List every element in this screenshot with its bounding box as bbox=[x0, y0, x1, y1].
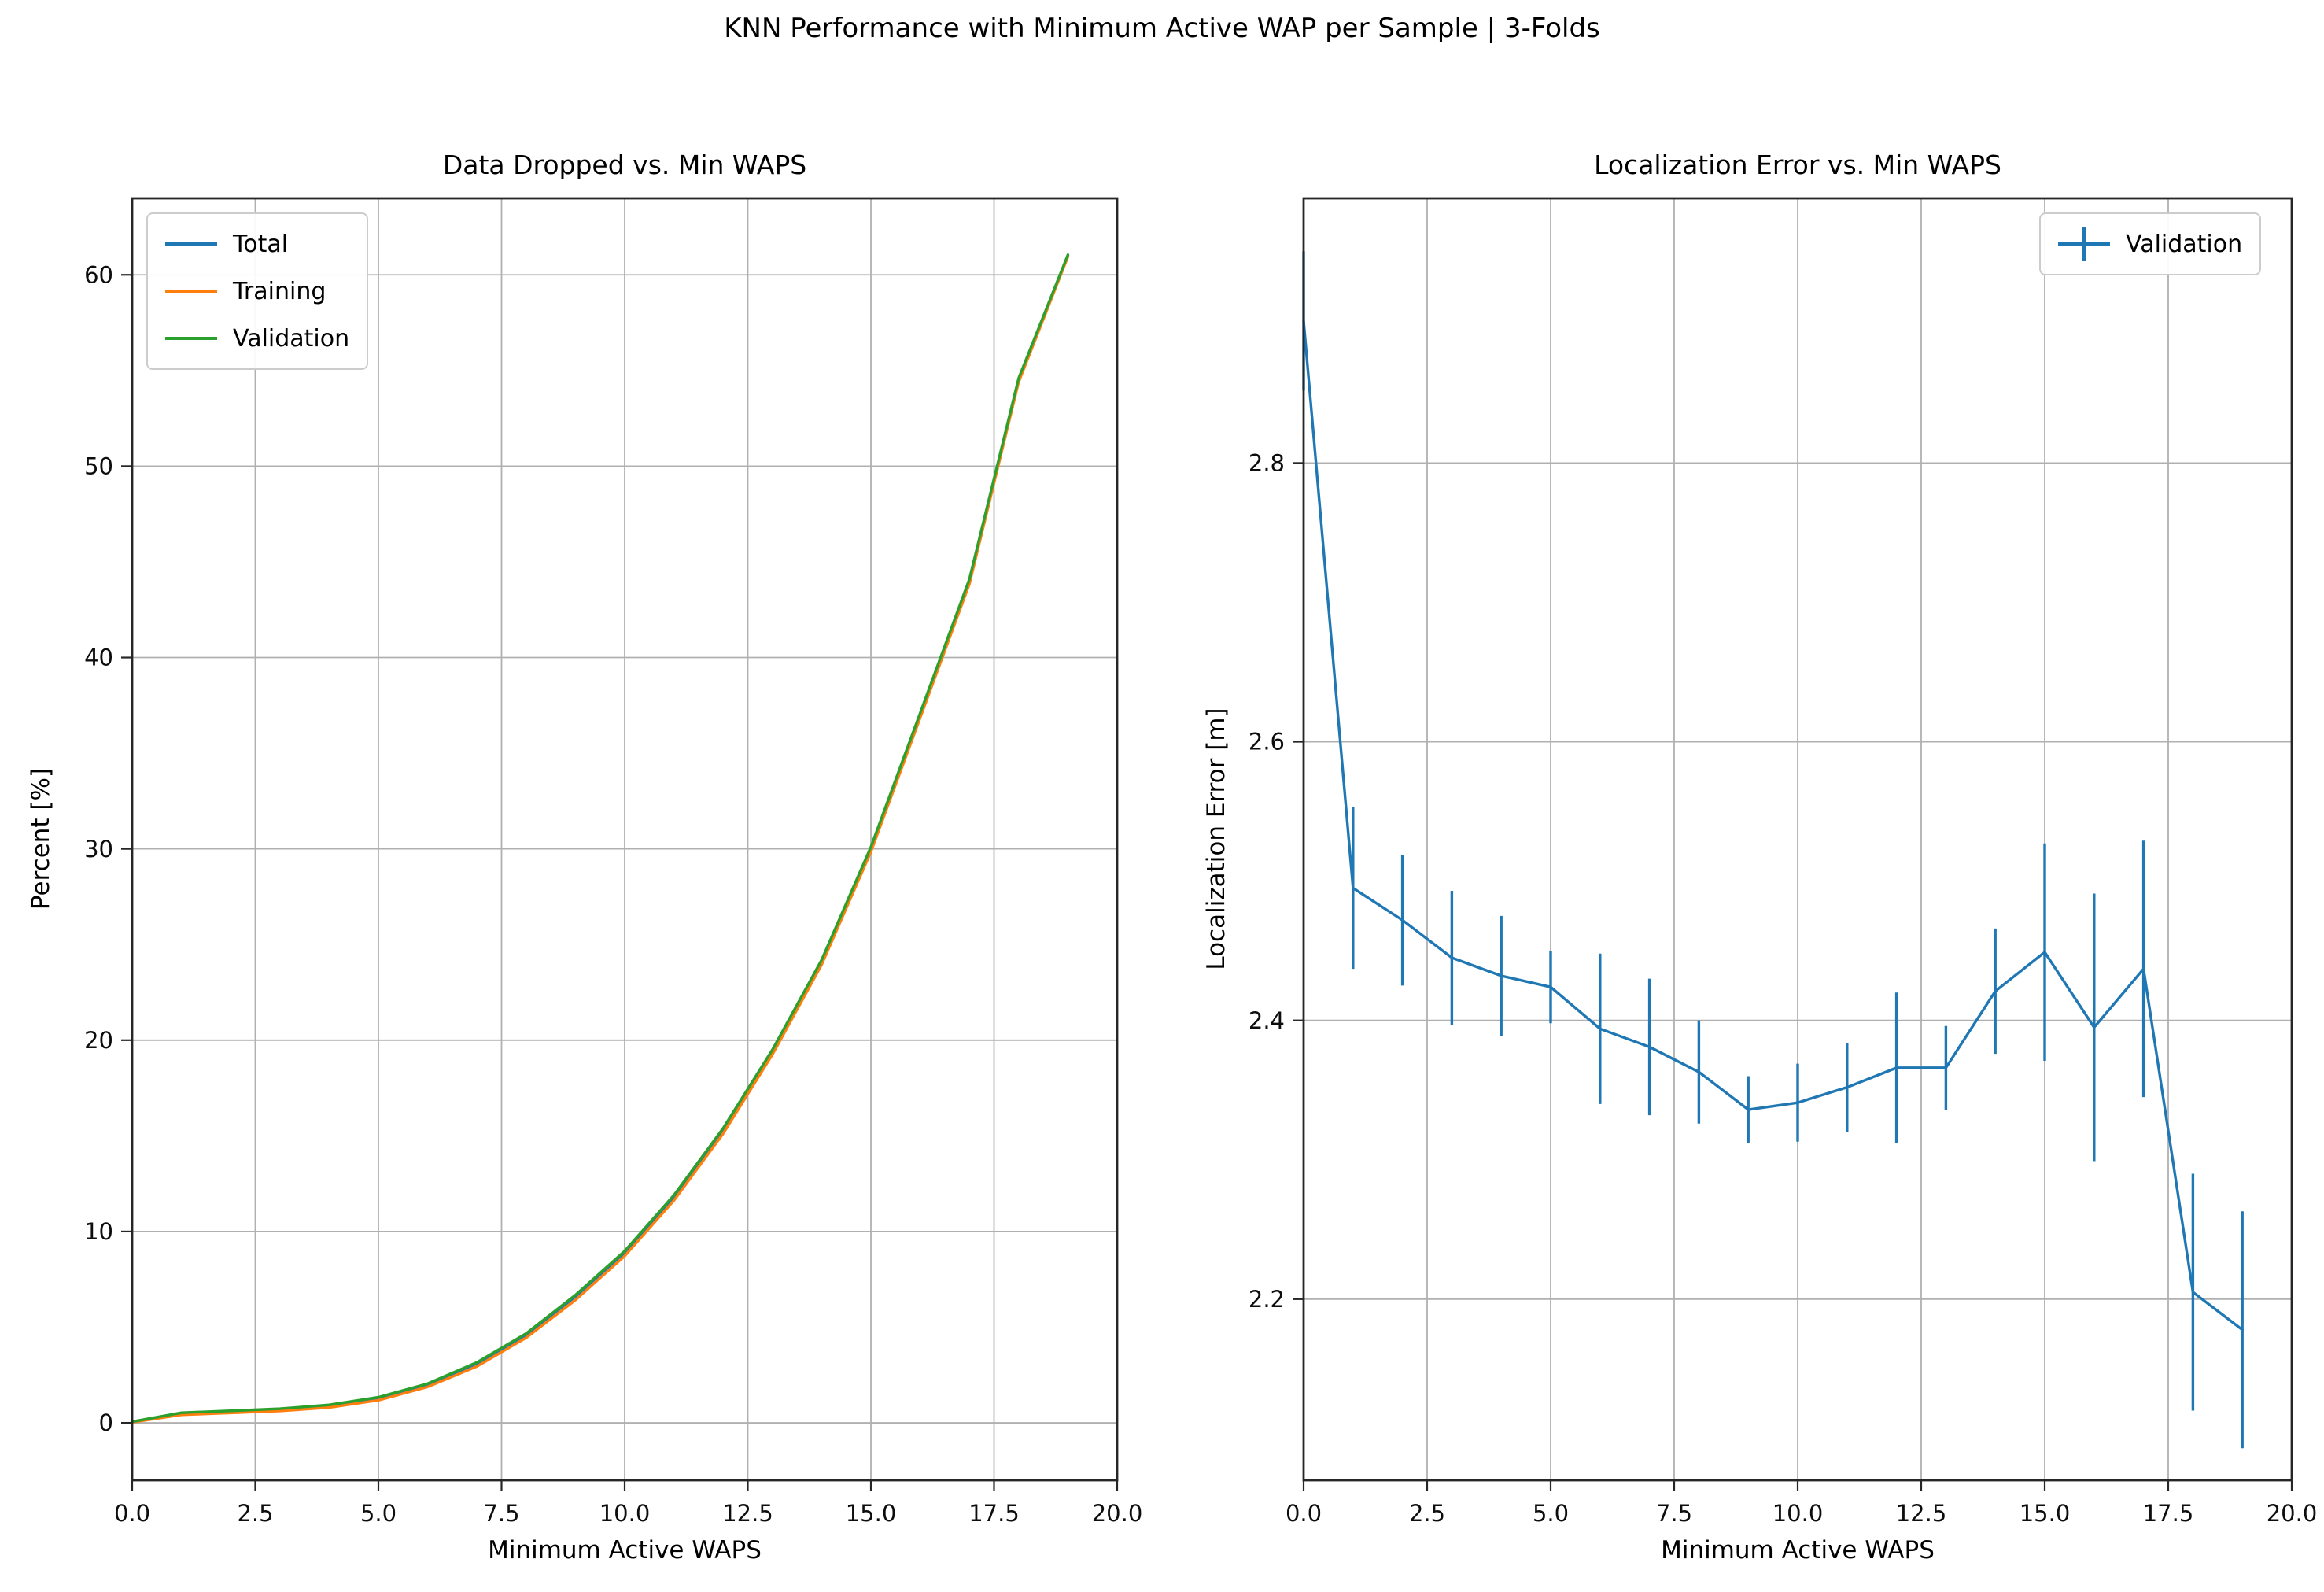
plot-spines bbox=[131, 197, 1119, 1482]
total-line bbox=[131, 254, 1070, 1424]
x-tick-label: 0.0 bbox=[1286, 1500, 1322, 1527]
training-line bbox=[131, 255, 1070, 1424]
y-tick-label: 2.6 bbox=[1249, 729, 1285, 755]
legend-entry-validation: Validation bbox=[165, 321, 349, 356]
legend-label-training: Training bbox=[233, 277, 326, 305]
y-tick-label: 20 bbox=[84, 1027, 113, 1054]
errorbar-swatch-vline bbox=[2082, 227, 2086, 261]
y-tick-label: 10 bbox=[84, 1218, 113, 1245]
validation-line bbox=[131, 253, 1070, 1424]
y-tick-label: 40 bbox=[84, 645, 113, 671]
legend-entry-total: Total bbox=[165, 227, 349, 261]
y-tick-label: 30 bbox=[84, 836, 113, 862]
validation-line bbox=[1302, 320, 2244, 1332]
x-tick-label: 10.0 bbox=[1773, 1500, 1824, 1527]
figure-suptitle: KNN Performance with Minimum Active WAP … bbox=[724, 13, 1600, 44]
y-tick-label: 2.2 bbox=[1249, 1286, 1285, 1313]
x-tick-label: 12.5 bbox=[722, 1500, 773, 1527]
y-tick-label: 2.8 bbox=[1249, 450, 1285, 477]
legend-label-validation-error: Validation bbox=[2126, 230, 2243, 258]
x-tick-label: 7.5 bbox=[483, 1500, 519, 1527]
training-line-swatch bbox=[165, 290, 217, 293]
x-tick-label: 15.0 bbox=[846, 1500, 897, 1527]
x-tick-label: 20.0 bbox=[2267, 1500, 2318, 1527]
left-plot-title: Data Dropped vs. Min WAPS bbox=[442, 150, 807, 180]
errorbar-swatch bbox=[2058, 227, 2110, 261]
x-tick-label: 12.5 bbox=[1896, 1500, 1947, 1527]
left-x-axis-label: Minimum Active WAPS bbox=[488, 1536, 762, 1564]
right-x-axis-label: Minimum Active WAPS bbox=[1661, 1536, 1935, 1564]
total-line-swatch bbox=[165, 242, 217, 246]
plot-spines bbox=[1302, 197, 2293, 1482]
x-tick-label: 2.5 bbox=[237, 1500, 273, 1527]
right-plot-title: Localization Error vs. Min WAPS bbox=[1594, 150, 2001, 180]
x-tick-label: 17.5 bbox=[2143, 1500, 2194, 1527]
right-legend: Validation bbox=[2039, 212, 2262, 275]
data-dropped-plot: 0.0 2.5 5.0 7.5 10.0 12.5 15.0 17.5 20.0 0 10 20 30 4… bbox=[84, 197, 1143, 1527]
legend-label-validation: Validation bbox=[233, 324, 350, 353]
y-tick-label: 2.4 bbox=[1249, 1007, 1285, 1034]
left-legend: Total Training Validation bbox=[146, 212, 369, 370]
x-tick-label: 20.0 bbox=[1092, 1500, 1143, 1527]
x-tick-label: 2.5 bbox=[1409, 1500, 1445, 1527]
y-tick-label: 60 bbox=[84, 261, 113, 288]
x-tick-label: 7.5 bbox=[1656, 1500, 1692, 1527]
y-tick-label: 50 bbox=[84, 453, 113, 480]
legend-label-total: Total bbox=[233, 230, 289, 258]
legend-entry-validation-error: Validation bbox=[2058, 227, 2242, 261]
y-tick-label: 0 bbox=[99, 1409, 113, 1436]
x-tick-label: 5.0 bbox=[1533, 1500, 1569, 1527]
x-tick-label: 0.0 bbox=[114, 1500, 150, 1527]
legend-entry-training: Training bbox=[165, 274, 349, 308]
x-tick-label: 10.0 bbox=[599, 1500, 651, 1527]
validation-line-swatch bbox=[165, 337, 217, 340]
x-tick-label: 17.5 bbox=[968, 1500, 1020, 1527]
x-tick-label: 15.0 bbox=[2020, 1500, 2071, 1527]
localization-error-plot: 0.0 2.5 5.0 7.5 10.0 12.5 15.0 17.5 20.0 2.2 2.4 2.… bbox=[1249, 197, 2318, 1527]
x-tick-label: 5.0 bbox=[360, 1500, 397, 1527]
